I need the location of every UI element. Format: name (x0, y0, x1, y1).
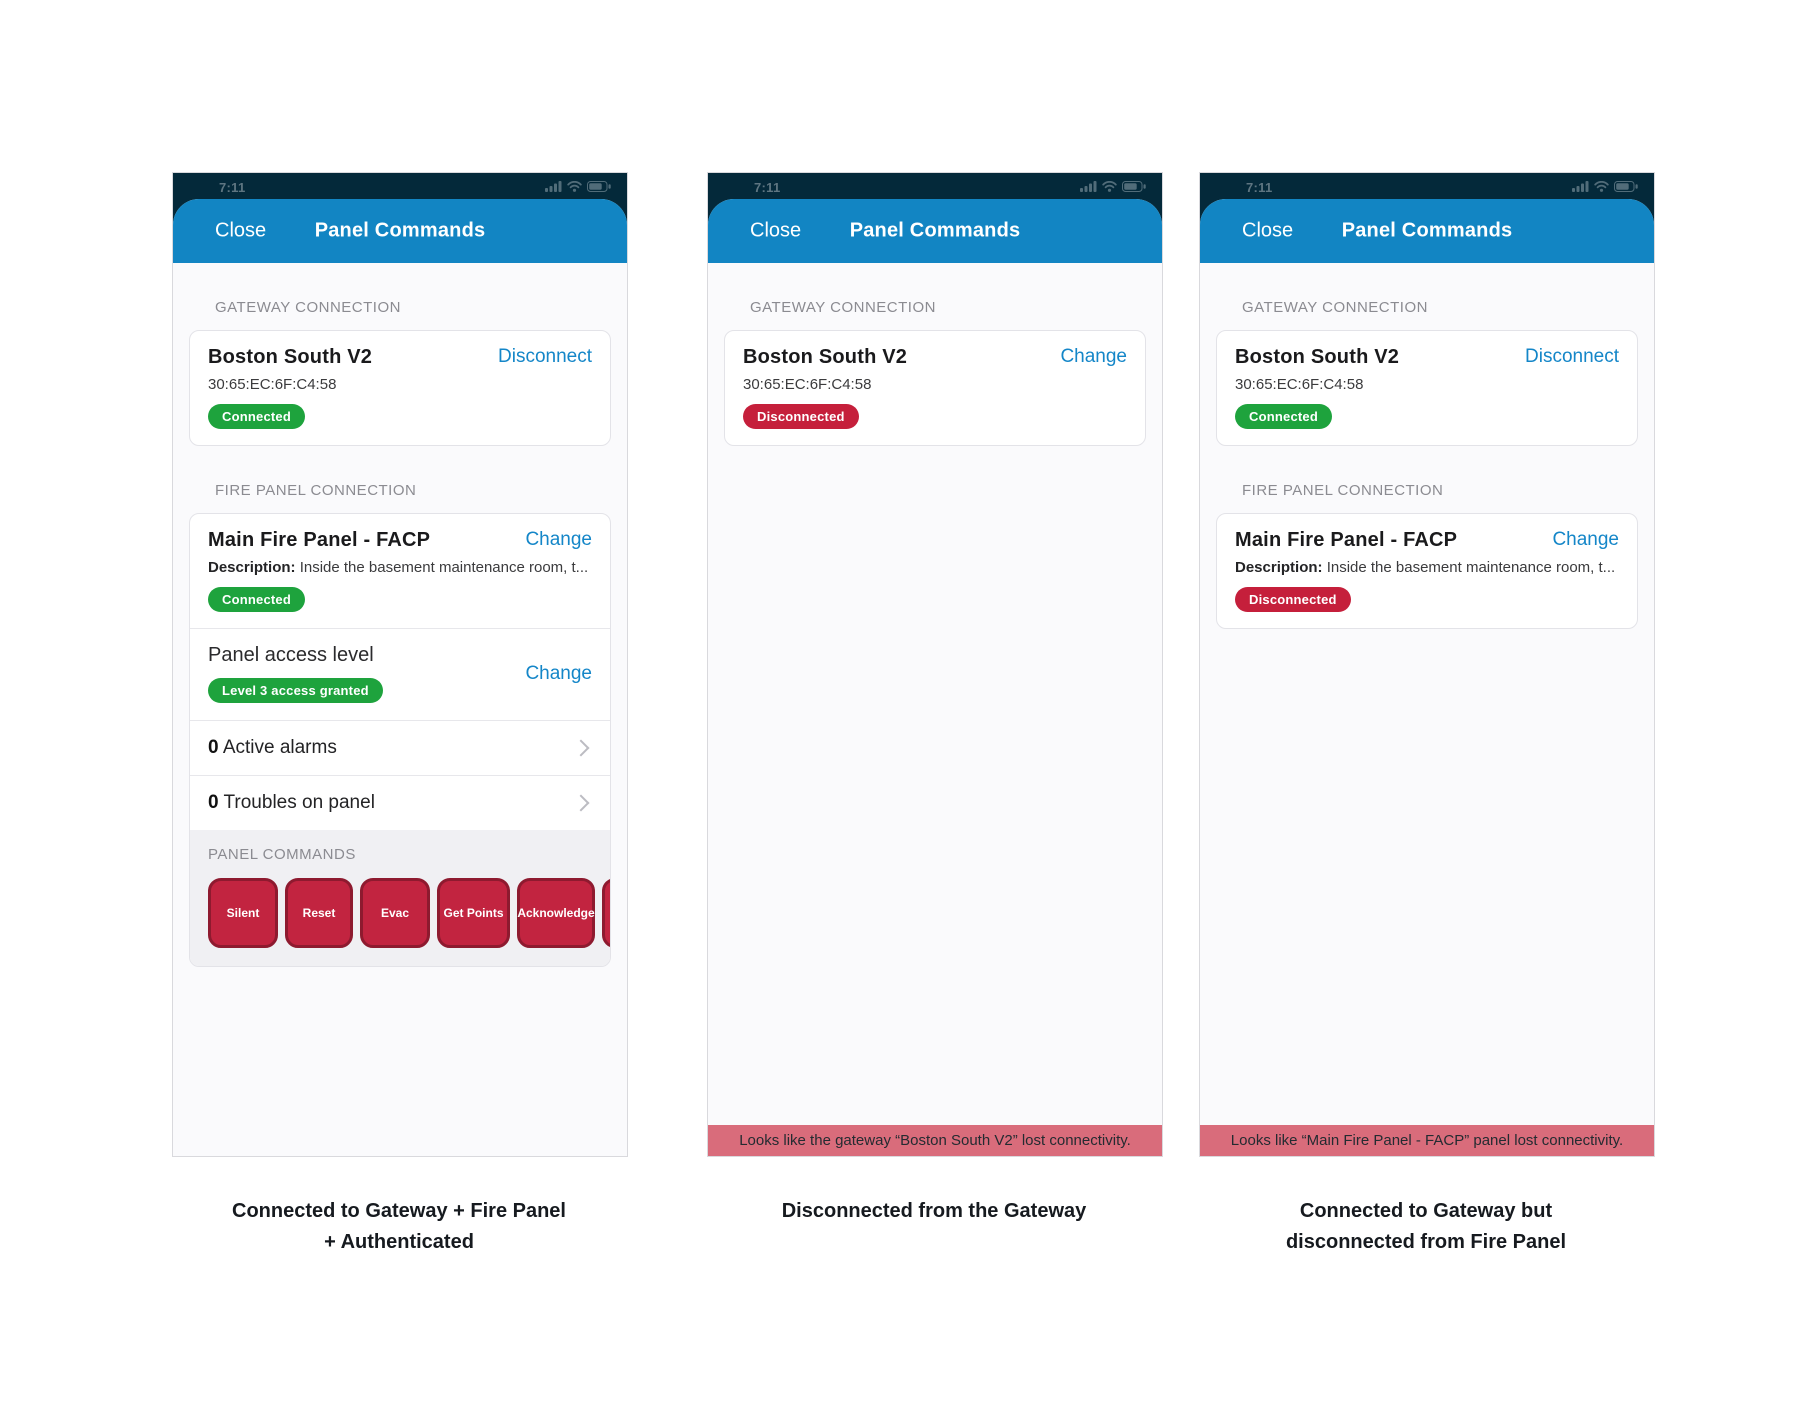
acknowledge-command-button[interactable]: Acknowledge (517, 878, 595, 948)
battery-icon (587, 181, 611, 192)
status-icons (1572, 181, 1638, 192)
gateway-section-label: GATEWAY CONNECTION (215, 299, 401, 316)
gateway-section-label: GATEWAY CONNECTION (750, 299, 936, 316)
battery-icon (1614, 181, 1638, 192)
access-change-link[interactable]: Change (525, 662, 592, 684)
reset-command-button[interactable]: Reset (285, 878, 353, 948)
gateway-status-badge: Connected (1235, 404, 1332, 429)
troubles-row[interactable]: 0 Troubles on panel (190, 776, 610, 830)
status-time: 7:11 (219, 180, 246, 195)
connectivity-lost-banner: Looks like the gateway “Boston South V2”… (708, 1125, 1162, 1156)
fire-panel-section-label: FIRE PANEL CONNECTION (215, 482, 417, 499)
trouble-label: Troubles on panel (223, 792, 375, 813)
fire-panel-description: Description: Inside the basement mainten… (1235, 559, 1616, 576)
caption-connected-authenticated: Connected to Gateway + Fire Panel + Auth… (232, 1200, 566, 1253)
fire-panel-card: Main Fire Panel - FACP Change Descriptio… (189, 513, 611, 967)
phone-screenshot-panel-disconnected: 7:11 Close Panel Commands GATEWAY CONNEC… (1199, 172, 1655, 1157)
gateway-mac-address: 30:65:EC:6F:C4:58 (208, 376, 337, 393)
gateway-name: Boston South V2 (208, 346, 373, 368)
gateway-card: Boston South V2 Change 30:65:EC:6F:C4:58… (724, 330, 1146, 446)
sheet-header: Close Panel Commands (173, 199, 627, 263)
divider (190, 775, 610, 776)
close-button[interactable]: Close (1242, 219, 1294, 242)
panel-commands-sheet: Close Panel Commands GATEWAY CONNECTION … (173, 199, 627, 1156)
sheet-header: Close Panel Commands (708, 199, 1162, 263)
silent-command-button[interactable]: Silent (208, 878, 278, 948)
gateway-name: Boston South V2 (1235, 346, 1400, 368)
cellular-icon (1572, 181, 1589, 192)
page-title: Panel Commands (849, 219, 1021, 242)
panel-commands-sheet: Close Panel Commands GATEWAY CONNECTION … (1200, 199, 1654, 1156)
page-title: Panel Commands (314, 219, 486, 242)
alarm-label: Active alarms (222, 737, 337, 758)
caption-gateway-disconnected: Disconnected from the Gateway (781, 1200, 1087, 1222)
fire-panel-section-label: FIRE PANEL CONNECTION (1242, 482, 1444, 499)
panel-access-label: Panel access level (208, 644, 374, 666)
fire-panel-status-badge: Connected (208, 587, 305, 612)
status-time: 7:11 (754, 180, 781, 195)
cellular-icon (1080, 181, 1097, 192)
gateway-card: Boston South V2 Disconnect 30:65:EC:6F:C… (1216, 330, 1638, 446)
battery-icon (1122, 181, 1146, 192)
status-icons (545, 181, 611, 192)
panel-commands-section: PANEL COMMANDS Silent Reset Evac Get Poi… (190, 830, 610, 966)
evac-command-button[interactable]: Evac (360, 878, 430, 948)
panel-commands-sheet: Close Panel Commands GATEWAY CONNECTION … (708, 199, 1162, 1156)
fire-panel-name: Main Fire Panel - FACP (1235, 529, 1458, 551)
wifi-icon (567, 181, 582, 192)
close-button[interactable]: Close (215, 219, 267, 242)
phone-screenshot-gateway-disconnected: 7:11 Close Panel Commands GATEWAY CONNEC… (707, 172, 1163, 1157)
close-button[interactable]: Close (750, 219, 802, 242)
trouble-count: 0 (208, 792, 219, 813)
gateway-section-label: GATEWAY CONNECTION (1242, 299, 1428, 316)
caption-panel-disconnected: Connected to Gateway but disconnected fr… (1285, 1200, 1567, 1253)
fire-panel-change-link[interactable]: Change (1552, 529, 1619, 550)
wifi-icon (1594, 181, 1609, 192)
chevron-right-icon (572, 794, 590, 812)
gateway-change-link[interactable]: Change (1060, 346, 1127, 367)
gateway-mac-address: 30:65:EC:6F:C4:58 (1235, 376, 1364, 393)
phone-screenshot-connected: 7:11 Close Panel Commands GATEWAY CONNEC… (172, 172, 628, 1157)
status-icons (1080, 181, 1146, 192)
panel-access-row: Panel access level Level 3 access grante… (190, 629, 610, 720)
page-title: Panel Commands (1341, 219, 1513, 242)
access-level-badge: Level 3 access granted (208, 678, 383, 703)
get-points-command-button[interactable]: Get Points (437, 878, 510, 948)
cellular-icon (545, 181, 562, 192)
gateway-card: Boston South V2 Disconnect 30:65:EC:6F:C… (189, 330, 611, 446)
command-button-partial[interactable] (602, 878, 610, 948)
status-time: 7:11 (1246, 180, 1273, 195)
fire-panel-card: Main Fire Panel - FACP Change Descriptio… (1216, 513, 1638, 629)
fire-panel-status-badge: Disconnected (1235, 587, 1351, 612)
gateway-status-badge: Disconnected (743, 404, 859, 429)
divider (190, 720, 610, 721)
fire-panel-description: Description: Inside the basement mainten… (208, 559, 589, 576)
connectivity-lost-banner: Looks like “Main Fire Panel - FACP” pane… (1200, 1125, 1654, 1156)
command-button-row: Silent Reset Evac Get Points Acknowledge (208, 878, 610, 948)
alarm-count: 0 (208, 737, 219, 758)
divider (190, 628, 610, 629)
active-alarms-row[interactable]: 0 Active alarms (190, 721, 610, 775)
gateway-disconnect-link[interactable]: Disconnect (498, 346, 592, 367)
gateway-mac-address: 30:65:EC:6F:C4:58 (743, 376, 872, 393)
fire-panel-name: Main Fire Panel - FACP (208, 529, 431, 551)
gateway-disconnect-link[interactable]: Disconnect (1525, 346, 1619, 367)
chevron-right-icon (572, 739, 590, 757)
panel-commands-label: PANEL COMMANDS (208, 846, 356, 863)
gateway-name: Boston South V2 (743, 346, 908, 368)
wifi-icon (1102, 181, 1117, 192)
gateway-status-badge: Connected (208, 404, 305, 429)
fire-panel-change-link[interactable]: Change (525, 529, 592, 550)
sheet-header: Close Panel Commands (1200, 199, 1654, 263)
